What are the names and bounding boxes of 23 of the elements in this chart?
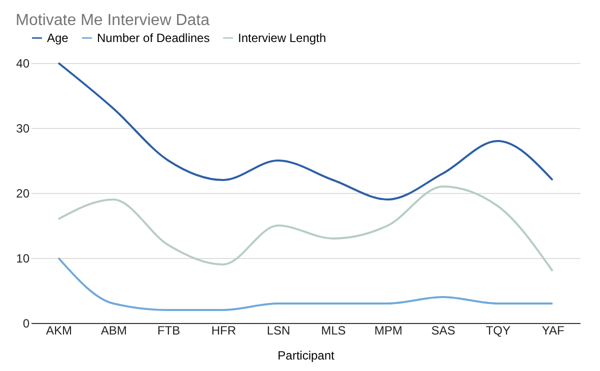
legend-label: Age xyxy=(47,31,69,45)
y-tick-label: 0 xyxy=(22,316,30,330)
x-tick-label: SAS xyxy=(431,324,456,338)
x-axis-title: Participant xyxy=(278,348,336,362)
legend-label: Interview Length xyxy=(238,31,326,45)
line-series xyxy=(57,186,554,272)
x-tick-label: AKM xyxy=(46,324,72,338)
x-tick-label: YAF xyxy=(542,324,564,338)
y-tick-label: 10 xyxy=(16,252,30,266)
x-tick-label: MLS xyxy=(321,324,346,338)
x-tick-label: FTB xyxy=(157,324,180,338)
x-tick-label: TQY xyxy=(486,324,510,338)
y-tick-label: 20 xyxy=(16,186,30,200)
legend-label: Number of Deadlines xyxy=(97,31,210,45)
y-tick-label: 40 xyxy=(16,56,30,70)
x-tick-label: ABM xyxy=(100,324,127,338)
line-series xyxy=(57,257,554,311)
x-tick-label: LSN xyxy=(266,324,290,338)
line-series xyxy=(57,62,554,200)
x-tick-label: HFR xyxy=(211,324,236,338)
x-tick-label: MPM xyxy=(374,324,402,338)
y-tick-label: 30 xyxy=(16,122,30,136)
chart-title: Motivate Me Interview Data xyxy=(16,12,210,29)
